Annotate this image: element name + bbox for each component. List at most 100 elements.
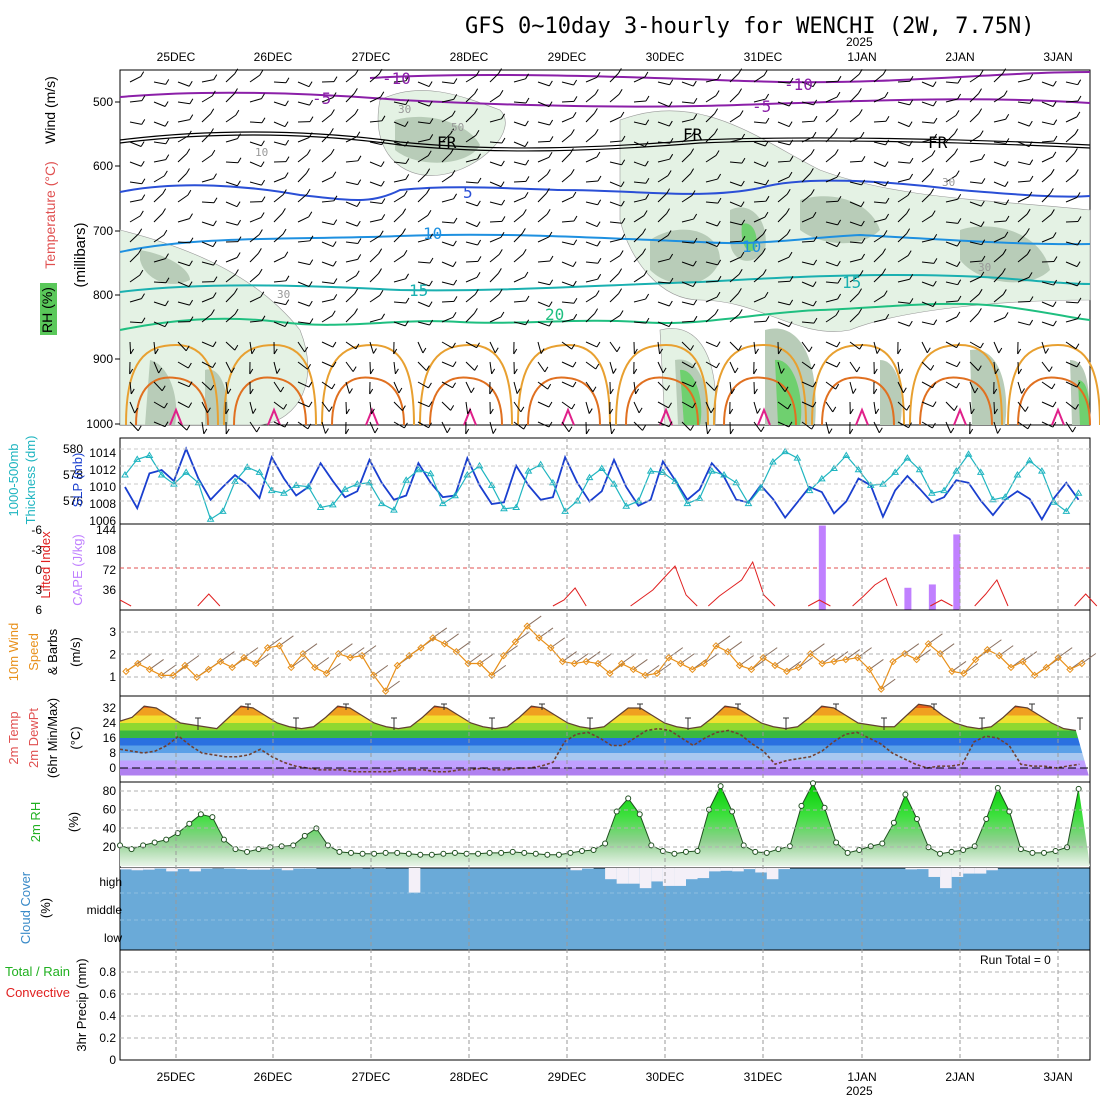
wind-barb-flag [332, 92, 337, 98]
wind-barb-flag [163, 402, 168, 409]
wind-barb-flag [1077, 239, 1082, 246]
wind-barb [225, 93, 235, 103]
wind-barb [177, 381, 190, 388]
wind10-barb [491, 664, 507, 676]
wind-barb-flag [981, 239, 986, 245]
wind-barb [465, 276, 478, 283]
thickness-line [124, 450, 1080, 521]
rh-point [1075, 785, 1082, 792]
cloud-high-bar [639, 868, 652, 889]
wind-barb-flag [281, 208, 286, 214]
wind10-point [1054, 653, 1062, 662]
wind-barb [729, 161, 742, 164]
wind-barb [801, 173, 811, 183]
wind-barb-flag [227, 388, 232, 395]
wind-barb-flag [477, 256, 482, 262]
wind-barb [801, 401, 814, 408]
wind-barb-flag [1048, 366, 1053, 372]
wind10-barb [739, 655, 754, 666]
wind-barb [297, 361, 308, 370]
wind-barb-flag [405, 174, 410, 180]
wind-barb [657, 81, 670, 86]
wind-barb [201, 421, 205, 434]
wind-barb-flag [189, 98, 194, 104]
wind-barb-flag [141, 194, 146, 200]
wind-barb-flag [1073, 148, 1078, 154]
wind-barb [801, 341, 810, 353]
wind-barb-flag [260, 161, 265, 167]
wind-barb-flag [571, 403, 576, 410]
wind10-point [216, 657, 225, 666]
wind-barb-flag [501, 113, 505, 120]
wind-barb-flag [618, 268, 623, 274]
wind-barb-flag [977, 365, 982, 371]
wind-barb-flag [618, 288, 623, 294]
wind-barb-flag [994, 368, 999, 375]
wind-barb-flag [187, 362, 192, 369]
wind-barb [513, 381, 518, 394]
wind-barb [345, 361, 354, 372]
wind-barb-flag [667, 170, 672, 176]
wind-barb [633, 233, 643, 243]
cape-bar [904, 587, 912, 610]
wind-barb-flag [1052, 421, 1057, 428]
wind-barb-flag [669, 79, 674, 86]
wind-barb [225, 361, 232, 373]
wind-barb-flag [692, 80, 697, 87]
wind10-point [1030, 671, 1039, 680]
date-tick-bottom: 27DEC [352, 1070, 391, 1084]
wind-barb [129, 298, 142, 303]
wind-barb [1041, 401, 1054, 408]
wind-barb [705, 221, 718, 227]
wind-barb-flag [328, 406, 333, 412]
wind-barb [585, 341, 598, 348]
cloud-high-bar [304, 868, 317, 869]
rh-point [1029, 849, 1036, 856]
wind-barb-flag [931, 422, 936, 429]
rh-point [994, 784, 1001, 791]
date-tick-top: 3JAN [1043, 50, 1072, 64]
thickness-point [1074, 489, 1083, 496]
wind-barb [897, 401, 908, 411]
wind-barb [393, 178, 406, 183]
wind-barb-flag [137, 425, 142, 432]
li-ylabel: Lifted Index [38, 531, 53, 599]
wind-barb-flag [909, 76, 914, 82]
wind-barb [489, 201, 502, 206]
wind-barb [321, 114, 332, 123]
wind-barb [393, 213, 404, 223]
wind10-point [983, 646, 992, 654]
wind-barb [849, 181, 862, 186]
rh-point [128, 846, 135, 853]
wind-barb [729, 115, 741, 123]
cloud-high-bar [120, 868, 132, 870]
wind-barb [897, 194, 909, 203]
wind-barb [129, 100, 142, 103]
thickness-point [377, 499, 386, 507]
wind-barb-flag [621, 233, 626, 240]
thickness-point [842, 451, 851, 458]
wind-barb-flag [753, 368, 758, 375]
wind-barb [969, 276, 982, 283]
wind-barb [321, 176, 334, 183]
wind-barb-flag [970, 408, 975, 415]
wind-barb-flag [378, 268, 382, 274]
wind-barb [849, 241, 862, 244]
wind-barb-flag [835, 383, 840, 390]
wind-barb [633, 100, 647, 103]
wind-barb [633, 421, 643, 431]
wind10-barb [1057, 647, 1073, 659]
temp-cell-30 [233, 376, 307, 426]
wind10-point [476, 659, 484, 668]
wind-barb-flag [130, 388, 135, 395]
wind-barb [921, 421, 933, 429]
wind-barb-flag [834, 149, 839, 155]
wind-barbs [129, 68, 1082, 435]
wind-barb [1017, 121, 1030, 127]
wind-barb-flag [858, 288, 862, 294]
wind-barb-flag [453, 78, 458, 84]
wind-barb [609, 116, 622, 123]
wind-barb [177, 218, 190, 223]
cloud-high-bar [928, 868, 941, 877]
wind-barb [561, 261, 574, 268]
